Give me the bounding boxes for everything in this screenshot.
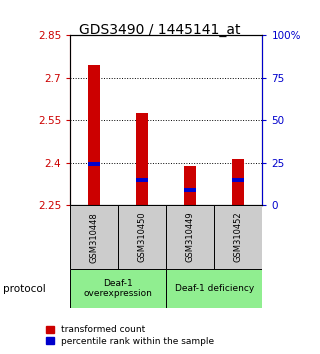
Legend: transformed count, percentile rank within the sample: transformed count, percentile rank withi… — [46, 325, 215, 346]
Bar — [166, 269, 262, 308]
Bar — [136, 113, 148, 205]
Text: GDS3490 / 1445141_at: GDS3490 / 1445141_at — [79, 23, 241, 37]
Bar — [70, 205, 118, 269]
Bar — [88, 162, 100, 166]
Text: protocol: protocol — [3, 284, 46, 293]
Text: GSM310449: GSM310449 — [186, 212, 195, 263]
Text: GSM310450: GSM310450 — [138, 212, 147, 263]
Bar — [136, 178, 148, 182]
Bar — [184, 166, 196, 205]
Text: GSM310448: GSM310448 — [90, 212, 99, 263]
Text: Deaf-1 deficiency: Deaf-1 deficiency — [175, 284, 254, 293]
Text: Deaf-1
overexpression: Deaf-1 overexpression — [84, 279, 153, 298]
Bar — [118, 205, 166, 269]
Bar — [70, 269, 166, 308]
Bar — [166, 205, 214, 269]
Bar — [232, 178, 244, 182]
Bar — [184, 188, 196, 192]
Bar — [214, 205, 262, 269]
Bar — [88, 65, 100, 205]
Bar — [232, 159, 244, 205]
Text: GSM310452: GSM310452 — [234, 212, 243, 263]
